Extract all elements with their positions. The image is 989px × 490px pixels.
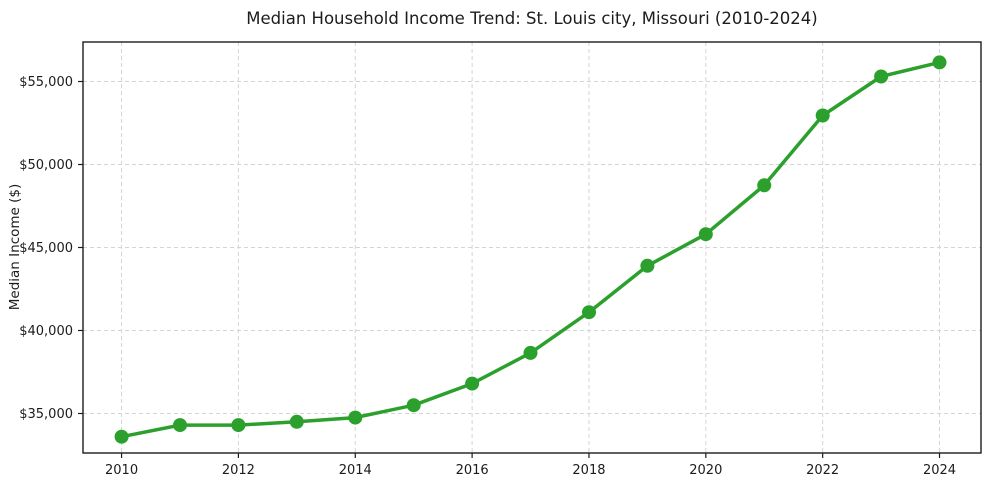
y-tick-label: $55,000 (19, 75, 73, 90)
chart-title: Median Household Income Trend: St. Louis… (246, 9, 818, 28)
x-tick-label: 2010 (105, 463, 138, 478)
x-tick-label: 2024 (923, 463, 956, 478)
data-point-2010 (114, 429, 129, 444)
data-point-2012 (231, 418, 246, 433)
x-tick-label: 2014 (339, 463, 372, 478)
data-point-2011 (173, 418, 187, 433)
data-point-2018 (582, 305, 596, 320)
data-point-2013 (289, 414, 304, 429)
data-point-2014 (348, 410, 363, 425)
data-point-2016 (465, 376, 480, 391)
data-point-2022 (815, 108, 830, 123)
data-point-2024 (932, 55, 947, 70)
x-tick-label: 2012 (222, 463, 255, 478)
x-tick-label: 2016 (456, 463, 489, 478)
data-point-2023 (874, 69, 889, 84)
plot-border (82, 41, 982, 454)
x-tick-label: 2020 (689, 463, 722, 478)
y-tick-label: $35,000 (19, 407, 73, 422)
data-point-2019 (640, 258, 655, 273)
y-tick-label: $40,000 (19, 324, 73, 339)
data-point-2015 (406, 398, 421, 413)
x-tick-label: 2022 (806, 463, 839, 478)
y-tick-label: $45,000 (19, 241, 73, 256)
data-point-2021 (757, 178, 772, 193)
data-point-2020 (698, 227, 713, 242)
x-tick-label: 2018 (572, 463, 605, 478)
data-point-2017 (523, 345, 538, 360)
y-tick-label: $50,000 (19, 158, 73, 173)
